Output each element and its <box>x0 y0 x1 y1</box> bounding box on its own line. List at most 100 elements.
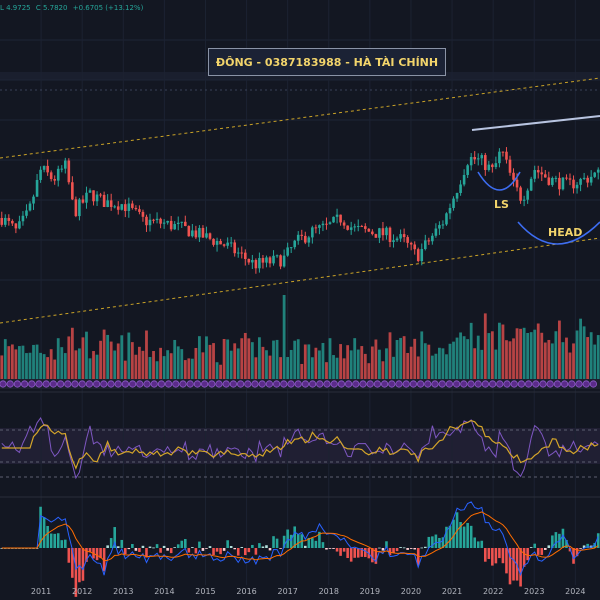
candle-body <box>63 160 67 169</box>
candle-body <box>35 179 39 197</box>
volume-bar <box>226 339 230 380</box>
candle-body <box>92 190 95 202</box>
event-marker <box>280 380 288 388</box>
candle-body <box>416 249 420 262</box>
candle-body <box>109 200 113 207</box>
candle-body <box>176 222 180 225</box>
macd-histogram-bar <box>572 548 575 564</box>
x-tick-label: 2022 <box>482 587 504 596</box>
macd-histogram-bar <box>522 548 526 567</box>
volume-bar <box>508 341 512 380</box>
grid-lines <box>0 0 600 585</box>
event-marker <box>100 380 108 388</box>
macd-histogram-bar <box>187 548 191 553</box>
event-marker <box>388 380 396 388</box>
candle-body <box>88 190 92 193</box>
candle-body <box>78 199 81 217</box>
macd-histogram-bar <box>431 536 434 548</box>
event-marker <box>244 380 252 388</box>
event-marker <box>229 380 237 388</box>
candle-body <box>307 237 311 243</box>
volume-bar <box>342 358 346 380</box>
volume-bar <box>88 358 92 380</box>
macd-histogram-bar <box>63 539 67 548</box>
macd-histogram-bar <box>469 525 473 548</box>
volume-bar <box>406 352 410 380</box>
volume-bar <box>550 343 554 380</box>
macd-histogram-bar <box>371 548 374 563</box>
ohlc-readout: L 4.9725 C 5.7820 +0.6705 (+13.12%) <box>0 4 146 12</box>
event-marker <box>237 380 245 388</box>
event-marker <box>129 380 137 388</box>
left-shoulder-label: LS <box>494 198 509 211</box>
candle-body <box>198 227 201 238</box>
macd-histogram-bar <box>498 548 501 559</box>
macd-histogram-bar <box>46 525 49 548</box>
candle-body <box>406 237 409 243</box>
volume-bar <box>70 327 74 380</box>
macd-histogram-bar <box>565 539 568 548</box>
volume-bar <box>353 338 357 380</box>
volume-bar <box>314 347 318 380</box>
volume-bar <box>423 343 427 380</box>
macd-histogram-bar <box>247 548 251 553</box>
volume-bar <box>385 348 388 380</box>
macd-histogram-bar <box>275 538 279 548</box>
volume-bar <box>582 326 586 380</box>
candle-body <box>138 209 141 212</box>
candle-body <box>554 177 558 179</box>
macd-histogram-bar <box>501 548 505 564</box>
candle-body <box>565 177 568 179</box>
x-tick-label: 2018 <box>318 587 339 596</box>
macd-histogram-bar <box>441 537 445 548</box>
candle-body <box>21 215 25 222</box>
macd-histogram-bar <box>346 548 349 559</box>
candle-body <box>201 227 205 238</box>
volume-bar <box>275 339 279 380</box>
volume-bar <box>554 331 558 380</box>
candle-body <box>14 223 18 229</box>
x-tick-label: 2024 <box>565 587 586 596</box>
volume-bar <box>505 340 508 380</box>
candle-body <box>335 214 339 217</box>
macd-histogram-bar <box>67 548 71 563</box>
macd-histogram-bar <box>378 547 381 549</box>
volume-bar <box>32 344 35 380</box>
candle-body <box>311 227 314 238</box>
macd-histogram-bar <box>205 548 208 549</box>
macd-histogram-bar <box>452 519 455 548</box>
candle-body <box>265 257 268 263</box>
event-marker <box>582 380 590 388</box>
candle-body <box>0 218 4 225</box>
event-marker <box>330 380 338 388</box>
volume-bar <box>494 349 498 380</box>
macd-histogram-bar <box>198 541 201 548</box>
macd-histogram-bar <box>268 548 272 551</box>
volume-bar <box>141 350 145 380</box>
volume-bar <box>540 332 544 380</box>
macd-histogram-bar <box>155 544 159 548</box>
volume-bar <box>3 339 7 380</box>
volume-bar <box>536 323 540 380</box>
macd-histogram-bar <box>575 548 579 557</box>
macd-histogram-bar <box>399 547 402 548</box>
macd-histogram-bar <box>459 522 462 548</box>
macd-histogram-bar <box>81 548 85 581</box>
volume-bar <box>589 332 593 380</box>
candle-body <box>589 176 593 183</box>
candle-body <box>205 233 208 238</box>
macd-panel <box>0 501 600 597</box>
macd-histogram-bar <box>423 546 427 548</box>
volume-bar <box>166 350 170 380</box>
event-marker <box>373 380 381 388</box>
macd-histogram-bar <box>551 535 554 548</box>
event-marker <box>49 380 58 388</box>
macd-histogram-bar <box>53 533 57 548</box>
volume-bar <box>127 332 131 380</box>
volume-bar <box>212 343 215 380</box>
macd-histogram-bar <box>141 545 145 548</box>
volume-bar <box>194 347 198 380</box>
volume-bar <box>374 339 378 380</box>
candle-body <box>487 164 491 170</box>
